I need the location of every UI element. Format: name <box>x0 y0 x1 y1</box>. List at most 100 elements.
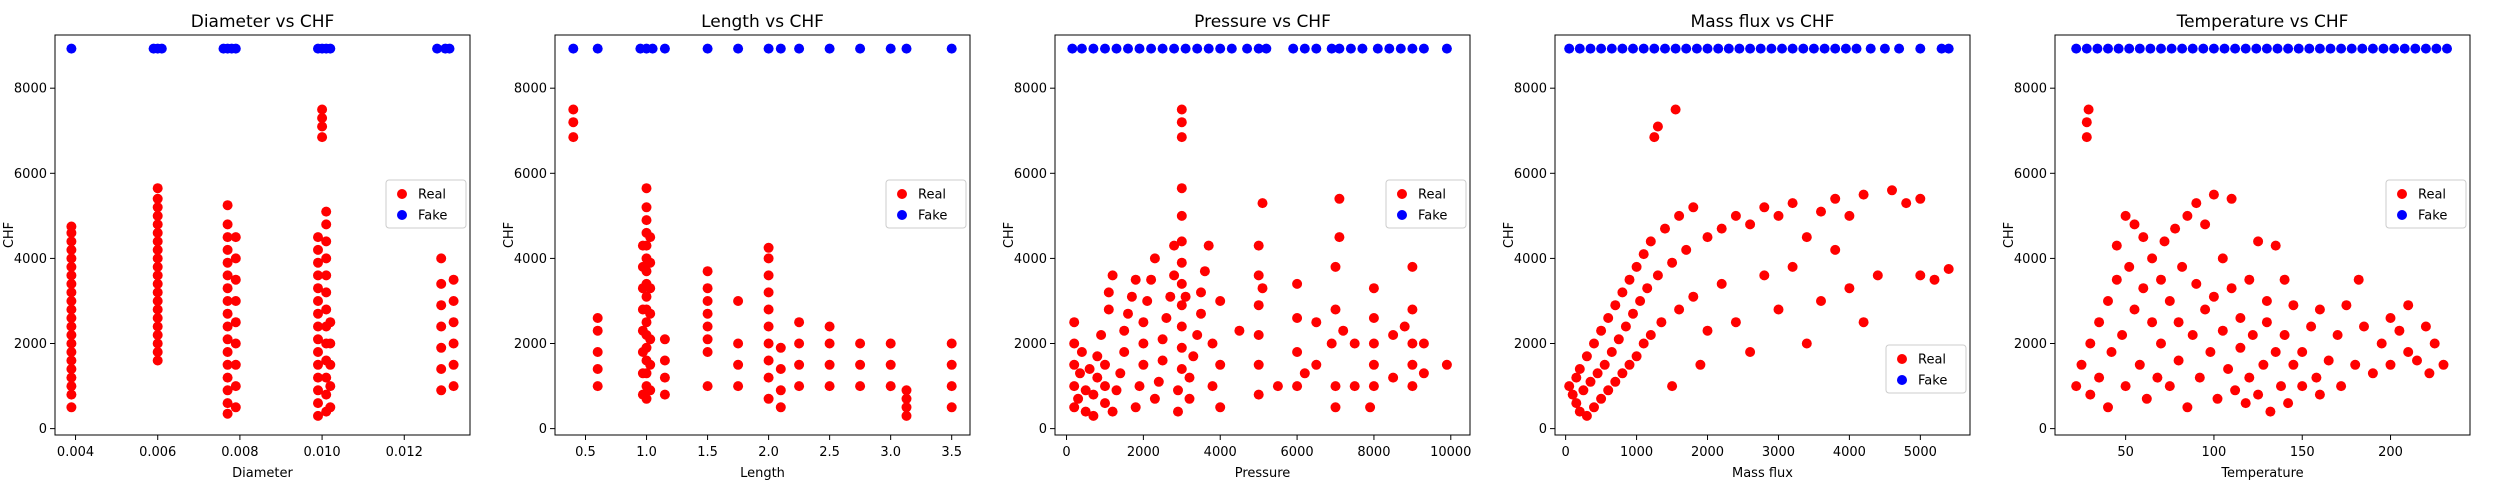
data-point-real <box>901 385 912 396</box>
data-point-real <box>1642 283 1653 294</box>
data-point-real <box>1184 393 1195 404</box>
data-point-real <box>1292 278 1303 289</box>
data-point-fake <box>1299 43 1310 54</box>
data-point-real <box>313 270 323 281</box>
data-point-fake <box>1638 43 1649 54</box>
data-point-fake <box>1242 43 1253 54</box>
legend-marker-real <box>897 189 907 199</box>
data-point-real <box>2205 347 2216 357</box>
data-point-real <box>1092 351 1103 362</box>
data-point-fake <box>2314 43 2325 54</box>
data-point-fake <box>1723 43 1734 54</box>
data-point-real <box>2350 359 2361 370</box>
y-tick-label: 0 <box>1539 422 1547 437</box>
data-point-fake <box>1192 43 1203 54</box>
data-point-real <box>1578 385 1589 396</box>
data-point-real <box>1207 338 1218 349</box>
data-point-real <box>1887 185 1897 196</box>
data-point-real <box>885 381 896 392</box>
data-point-real <box>1069 402 1080 413</box>
data-point-real <box>152 244 163 255</box>
data-point-real <box>1092 372 1103 383</box>
data-point-real <box>1660 223 1670 234</box>
data-point-real <box>313 372 323 383</box>
data-point-real <box>2385 313 2396 323</box>
data-point-real <box>66 347 77 357</box>
data-point-real <box>1157 334 1168 345</box>
data-point-real <box>568 104 579 115</box>
data-point-real <box>2156 274 2166 285</box>
data-point-real <box>1184 372 1195 383</box>
data-point-fake <box>2103 43 2113 54</box>
data-point-real <box>1617 287 1628 298</box>
data-point-real <box>230 274 241 285</box>
data-point-real <box>794 381 805 392</box>
data-point-real <box>641 266 652 277</box>
data-point-real <box>1330 261 1341 272</box>
x-tick-label: 0.004 <box>57 445 94 460</box>
data-point-real <box>1215 402 1226 413</box>
data-point-fake <box>824 43 835 54</box>
data-point-real <box>885 338 896 349</box>
data-point-real <box>66 321 77 332</box>
data-point-real <box>230 359 241 370</box>
data-point-fake <box>1180 43 1191 54</box>
data-point-real <box>152 296 163 306</box>
x-tick-label: 2.5 <box>819 445 840 460</box>
data-point-real <box>321 236 332 247</box>
plot-area <box>2071 43 2452 417</box>
data-point-real <box>763 393 774 404</box>
data-point-real <box>2230 385 2241 396</box>
y-tick-label: 4000 <box>14 252 47 267</box>
data-point-real <box>1073 393 1084 404</box>
data-point-real <box>1165 291 1176 302</box>
data-point-fake <box>1766 43 1777 54</box>
data-point-fake <box>1915 43 1926 54</box>
data-point-fake <box>2230 43 2241 54</box>
data-point-real <box>222 200 233 211</box>
data-point-real <box>1649 132 1660 143</box>
series-fake <box>568 43 957 54</box>
axes-frame <box>2054 34 2471 436</box>
data-point-real <box>222 398 233 409</box>
series-fake <box>66 43 455 54</box>
data-point-real <box>775 385 786 396</box>
data-point-real <box>2306 321 2317 332</box>
data-point-fake <box>1691 43 1702 54</box>
data-point-real <box>66 287 77 298</box>
x-tick-label: 0.010 <box>303 445 340 460</box>
y-tick-label: 6000 <box>14 167 47 182</box>
data-point-real <box>1365 402 1376 413</box>
data-point-real <box>313 257 323 268</box>
data-point-real <box>763 253 774 264</box>
data-point-real <box>317 113 328 123</box>
data-point-real <box>763 355 774 366</box>
data-point-real <box>1138 317 1149 328</box>
data-point-real <box>2253 389 2264 400</box>
legend-marker-fake <box>1897 375 1907 385</box>
data-point-real <box>1929 274 1940 285</box>
data-point-real <box>1564 381 1575 392</box>
x-tick-label: 0.008 <box>221 445 258 460</box>
data-point-real <box>66 338 77 349</box>
data-point-real <box>1943 264 1954 274</box>
data-point-real <box>1688 202 1699 213</box>
data-point-real <box>1076 347 1087 357</box>
y-axis-label: CHF <box>2002 222 2017 248</box>
data-point-real <box>2129 304 2140 315</box>
data-point-real <box>1915 193 1926 204</box>
data-point-real <box>1272 381 1283 392</box>
data-point-real <box>1149 253 1160 264</box>
data-point-real <box>2394 325 2405 336</box>
data-point-real <box>2226 193 2237 204</box>
data-point-real <box>2217 325 2228 336</box>
data-point-real <box>152 219 163 230</box>
data-point-real <box>2177 261 2188 272</box>
data-point-real <box>702 347 713 357</box>
data-point-real <box>1119 325 1130 336</box>
x-tick-label: 3000 <box>1762 445 1795 460</box>
data-point-real <box>1100 398 1110 409</box>
data-point-real <box>1596 325 1607 336</box>
data-point-real <box>1257 198 1268 209</box>
